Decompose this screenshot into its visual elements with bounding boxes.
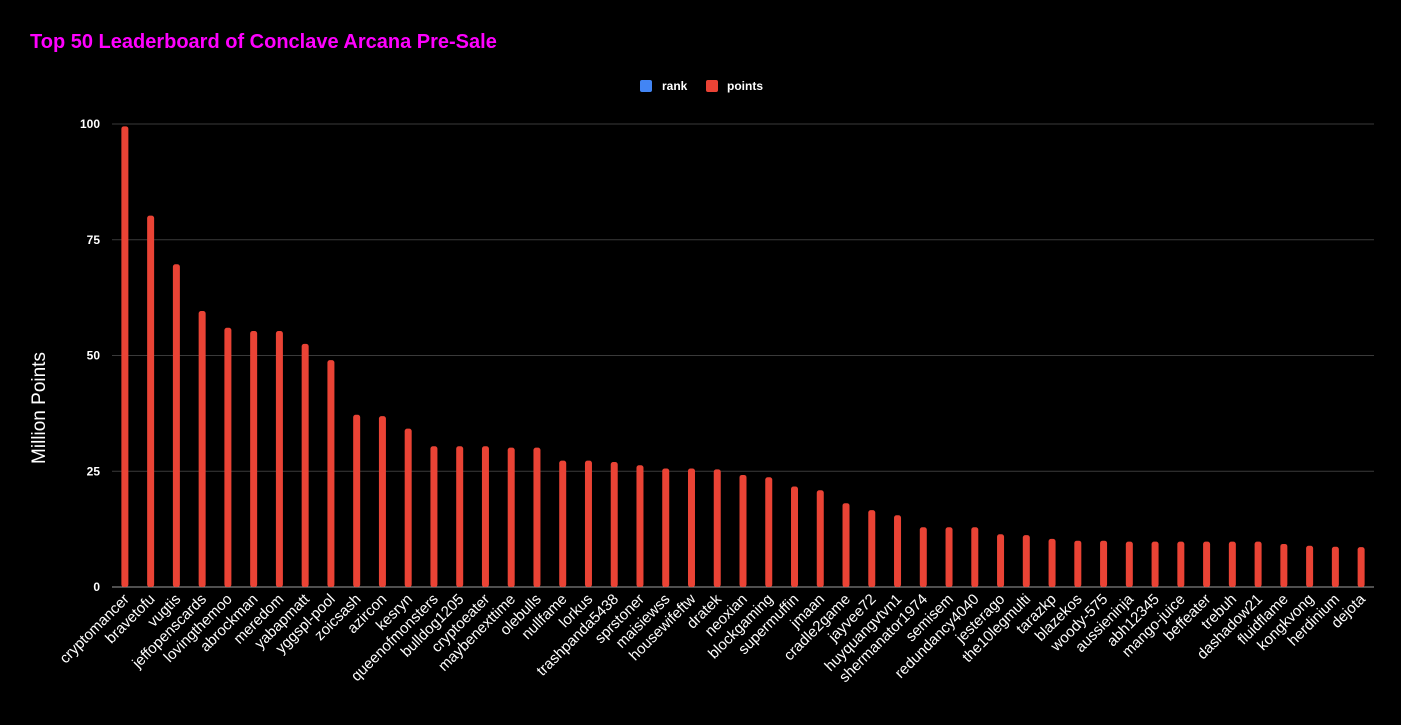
- bar-lovingthemoo[interactable]: [224, 327, 232, 587]
- bar-jeffopenscards[interactable]: [198, 311, 206, 587]
- bar-semisem[interactable]: [945, 527, 953, 587]
- bar-redundancy4040[interactable]: [971, 527, 979, 587]
- bar-queenofmonsters[interactable]: [430, 446, 438, 587]
- bar-fluidflame[interactable]: [1280, 543, 1288, 587]
- legend-swatch-points: [706, 80, 718, 92]
- y-tick-label: 0: [93, 580, 100, 594]
- bar-zoicsash[interactable]: [353, 414, 361, 587]
- bar-the10legmulti[interactable]: [1022, 535, 1030, 587]
- y-axis-ticks: 0 25 50 75 100: [80, 117, 100, 594]
- legend-label-points: points: [727, 79, 763, 93]
- bar-olebulls[interactable]: [533, 447, 541, 587]
- bar-azircon[interactable]: [378, 416, 386, 587]
- bar-jmaan[interactable]: [816, 490, 824, 587]
- bar-blockgaming[interactable]: [765, 477, 773, 587]
- chart-title: Top 50 Leaderboard of Conclave Arcana Pr…: [30, 31, 497, 53]
- bar-nullfame[interactable]: [559, 460, 567, 587]
- bar-jayvee72[interactable]: [868, 510, 876, 587]
- bar-jesterago[interactable]: [997, 534, 1005, 587]
- legend-label-rank: rank: [662, 79, 688, 93]
- bar-trashpanda5438[interactable]: [610, 461, 618, 587]
- bar-lorkus[interactable]: [584, 460, 592, 587]
- y-axis-label: Million Points: [29, 352, 50, 464]
- bar-bulldog1205[interactable]: [456, 446, 464, 587]
- bars: [121, 126, 1365, 587]
- bar-supermuffin[interactable]: [791, 486, 799, 587]
- bar-woody-575[interactable]: [1100, 540, 1108, 587]
- bar-maybenexttime[interactable]: [507, 447, 515, 587]
- bar-meredom[interactable]: [275, 330, 283, 587]
- bar-dejota[interactable]: [1357, 547, 1365, 587]
- bar-abrockman[interactable]: [250, 330, 258, 587]
- bar-aussieninja[interactable]: [1125, 541, 1133, 587]
- x-axis-labels: cryptomancerbravetofuvugtisjeffopenscard…: [56, 590, 1369, 686]
- legend-swatch-rank: [640, 80, 652, 92]
- bar-shermanator1974[interactable]: [919, 527, 927, 587]
- bar-sprstoner[interactable]: [636, 465, 644, 587]
- bar-trebuh[interactable]: [1228, 541, 1236, 587]
- bar-bravetofu[interactable]: [147, 215, 155, 587]
- y-tick-label: 25: [87, 464, 101, 478]
- y-tick-label: 50: [87, 349, 101, 363]
- bar-dashadow21[interactable]: [1254, 541, 1262, 587]
- bar-housewifeftw[interactable]: [687, 468, 695, 587]
- bar-tarazkp[interactable]: [1048, 538, 1056, 587]
- y-tick-label: 75: [87, 233, 101, 247]
- bar-cryptomancer[interactable]: [121, 126, 129, 587]
- bar-abh12345[interactable]: [1151, 541, 1159, 587]
- bar-mango-juice[interactable]: [1177, 541, 1185, 587]
- bar-vugtis[interactable]: [172, 264, 180, 587]
- bar-cradle2game[interactable]: [842, 503, 850, 587]
- bar-cryptoeater[interactable]: [481, 446, 489, 587]
- bar-yggspl-pool[interactable]: [327, 360, 335, 587]
- bar-maisiewss[interactable]: [662, 468, 670, 587]
- bar-yabapmatt[interactable]: [301, 343, 309, 587]
- legend-item-rank[interactable]: rank: [640, 79, 688, 93]
- y-tick-label: 100: [80, 117, 100, 131]
- bar-beffeater[interactable]: [1203, 541, 1211, 587]
- legend-item-points[interactable]: points: [706, 79, 763, 93]
- bar-kesryn[interactable]: [404, 428, 412, 587]
- bar-huyquangvtvn1[interactable]: [894, 515, 902, 587]
- bar-dratek[interactable]: [713, 469, 721, 587]
- bar-blazekos[interactable]: [1074, 540, 1082, 587]
- gridlines: [112, 123, 1374, 472]
- bar-herdinium[interactable]: [1331, 546, 1339, 587]
- bar-kongkvong[interactable]: [1306, 545, 1314, 587]
- bar-neoxian[interactable]: [739, 474, 747, 587]
- legend[interactable]: rank points: [640, 79, 763, 93]
